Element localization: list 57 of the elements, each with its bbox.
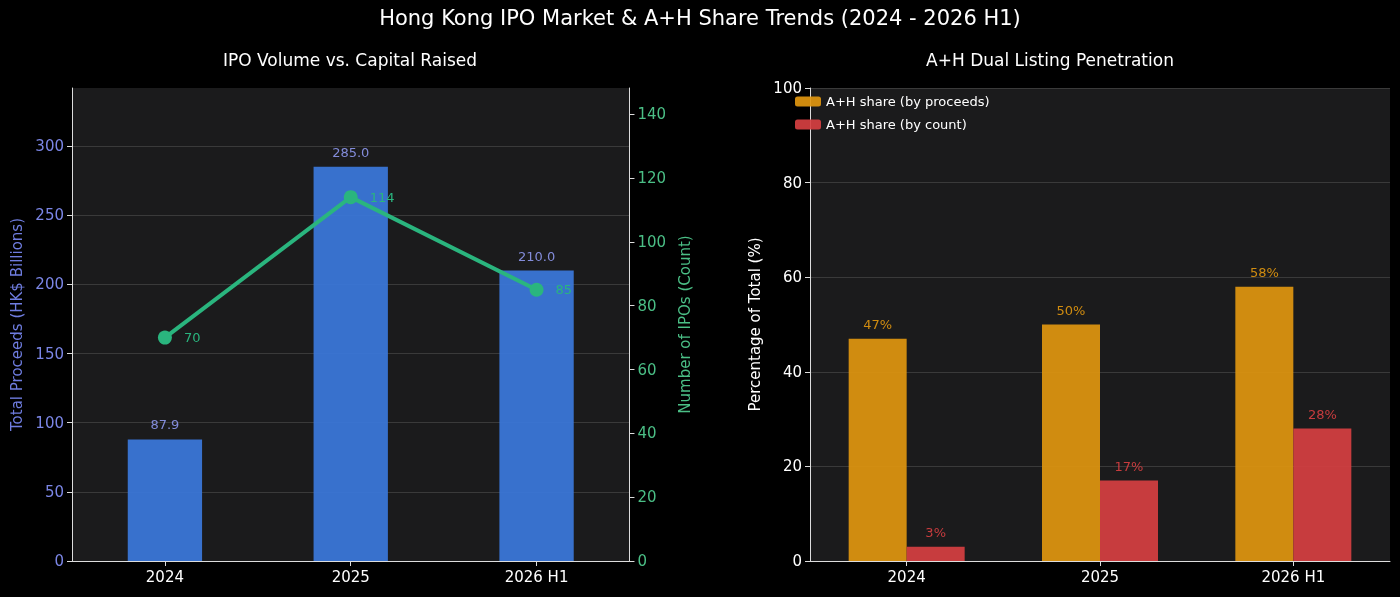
- y-tick-label: 80: [782, 173, 802, 192]
- bar: [848, 338, 907, 561]
- y2-tick-label: 20: [637, 488, 657, 507]
- point: [529, 282, 544, 297]
- bar: [1100, 480, 1158, 561]
- point: [157, 330, 172, 345]
- y2-tick-label: 0: [637, 552, 648, 570]
- y-tick-label: 100: [773, 79, 802, 97]
- y2-axis-title: Number of IPOs (Count): [675, 235, 694, 414]
- x-tick-label: 2026 H1: [504, 567, 569, 586]
- data-label: 3%: [925, 524, 946, 540]
- bar: [1042, 324, 1100, 561]
- y-tick-label: 150: [35, 344, 64, 363]
- data-label: 87.9: [150, 417, 180, 433]
- data-label: 58%: [1249, 264, 1279, 280]
- y2-tick-label: 60: [637, 360, 657, 379]
- bar: [127, 439, 203, 561]
- y-tick-label: 60: [782, 268, 802, 287]
- bar: [906, 546, 965, 561]
- y-tick-label: 250: [35, 206, 64, 225]
- y-tick-label: 0: [792, 552, 802, 570]
- x-tick-label: 2024: [887, 567, 926, 586]
- bar: [1293, 428, 1352, 561]
- y-tick-label: 50: [44, 482, 64, 501]
- chart-title: IPO Volume vs. Capital Raised: [222, 49, 478, 70]
- y-tick-label: 100: [35, 413, 64, 432]
- y-tick-label: 40: [782, 362, 802, 381]
- data-label: 47%: [863, 316, 893, 332]
- y-tick-label: 0: [54, 552, 64, 570]
- y2-tick-label: 80: [637, 296, 657, 315]
- y2-tick-label: 140: [637, 105, 667, 124]
- y2-tick-label: 40: [637, 424, 657, 443]
- y-tick-label: 200: [35, 275, 64, 294]
- y2-tick-label: 120: [637, 169, 667, 187]
- y-tick-label: 20: [782, 457, 802, 476]
- y-axis-title: Total Proceeds (HK$ Billions): [7, 218, 26, 432]
- data-label: 70: [183, 330, 201, 346]
- point: [343, 190, 358, 205]
- data-label: 17%: [1114, 458, 1144, 474]
- data-label: 285.0: [332, 144, 370, 160]
- x-tick-label: 2024: [145, 567, 185, 586]
- y-tick-label: 300: [35, 137, 64, 156]
- data-label: 210.0: [517, 248, 556, 264]
- x-tick-label: 2025: [1080, 567, 1120, 586]
- legend-label: A+H share (by count): [826, 117, 967, 132]
- chart-title: A+H Dual Listing Penetration: [926, 49, 1174, 70]
- data-label: 50%: [1056, 302, 1086, 318]
- text: Hong Kong IPO Market & A+H Share Trends (2024 - 2026 H1): [378, 6, 1022, 30]
- y-axis-title: Percentage of Total (%): [745, 237, 764, 412]
- legend-label: A+H share (by proceeds): [826, 94, 990, 109]
- x-tick-label: 2025: [331, 567, 370, 586]
- data-label: 28%: [1307, 406, 1337, 422]
- y2-tick-label: 100: [637, 232, 667, 251]
- data-label: 85: [555, 282, 573, 298]
- bar: [1235, 286, 1294, 561]
- bar: [499, 270, 574, 561]
- x-tick-label: 2026 H1: [1261, 567, 1326, 586]
